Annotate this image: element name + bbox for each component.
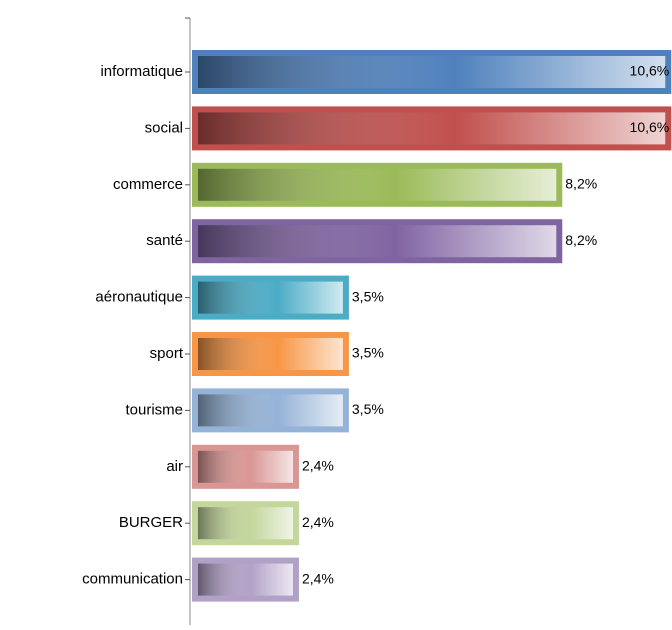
bar-highlight <box>198 56 666 88</box>
bar-highlight <box>198 338 343 370</box>
value-label: 3,5% <box>352 401 384 417</box>
value-label: 10,6% <box>630 119 670 135</box>
value-label: 3,5% <box>352 288 384 304</box>
y-tick-label: BURGER <box>119 514 183 531</box>
bar-highlight <box>198 112 666 145</box>
y-tick-label: commerce <box>113 176 183 193</box>
y-tick-label: sport <box>150 345 184 362</box>
value-label: 8,2% <box>565 176 597 192</box>
bar-highlight <box>198 168 557 201</box>
y-tick-label: communication <box>82 571 183 588</box>
bar-highlight <box>198 450 293 483</box>
value-label: 2,4% <box>302 514 334 530</box>
y-tick-label: air <box>166 458 183 475</box>
y-tick-label: tourisme <box>125 401 183 418</box>
value-label: 2,4% <box>302 570 334 586</box>
bar-highlight <box>198 507 293 540</box>
value-label: 8,2% <box>565 232 597 248</box>
value-label: 2,4% <box>302 458 334 474</box>
bar-highlight <box>198 225 557 258</box>
value-label: 3,5% <box>352 345 384 361</box>
bar-highlight <box>198 281 343 314</box>
bar-highlight <box>198 563 293 596</box>
bar-highlight <box>198 394 343 427</box>
y-tick-label: aéronautique <box>95 289 183 306</box>
y-tick-label: social <box>145 119 183 136</box>
y-tick-label: informatique <box>100 63 183 80</box>
value-label: 10,6% <box>630 63 670 79</box>
y-tick-label: santé <box>146 232 183 249</box>
